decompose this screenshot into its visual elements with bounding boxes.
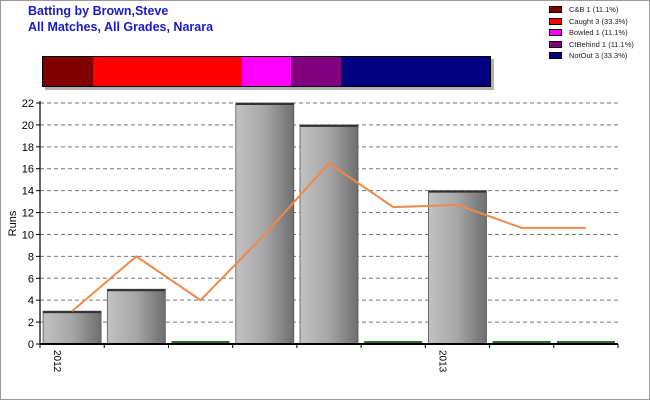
zero-run-marker [364, 341, 423, 344]
zero-run-marker [171, 341, 230, 344]
run-bar [428, 190, 487, 345]
y-tick-label: 8 [28, 251, 34, 263]
legend-label: Caught 3 (33.3%) [569, 16, 628, 26]
y-tick-label: 0 [28, 339, 34, 351]
run-bar-top [43, 311, 102, 314]
run-bar-top [235, 103, 294, 105]
chart-title: Batting by Brown,Steve [28, 4, 169, 18]
y-tick-label: 18 [22, 142, 34, 154]
run-bar-top [428, 190, 487, 193]
y-tick-label: 4 [28, 295, 34, 307]
legend-swatch [549, 29, 562, 36]
y-tick-label: 12 [22, 208, 34, 220]
stack-segment-ctbehind [291, 57, 341, 86]
zero-run-marker [556, 341, 615, 344]
y-tick-label: 16 [22, 164, 34, 176]
legend-label: CtBehind 1 (11.1%) [569, 39, 634, 49]
y-tick-label: 6 [28, 273, 34, 285]
legend-label: Bowled 1 (11.1%) [569, 28, 628, 37]
stack-segment-notout [340, 57, 490, 86]
stack-segment-bowled [241, 57, 292, 86]
run-bar-top [300, 124, 358, 127]
y-tick-label: 22 [22, 98, 34, 110]
y-tick-label: 10 [22, 229, 34, 241]
chart-subtitle: All Matches, All Grades, Narara [28, 20, 214, 34]
y-tick-label: 14 [22, 186, 34, 198]
legend-item-bowled: Bowled 1 (11.1%) [549, 27, 645, 38]
stack-segment-caught [92, 57, 242, 86]
legend-swatch [549, 52, 562, 59]
zero-run-marker [492, 341, 551, 344]
legend-label: C&B 1 (11.1%) [569, 5, 619, 14]
legend-swatch [549, 40, 562, 48]
x-tick-label: 2012 [51, 350, 62, 373]
average-line [71, 161, 586, 312]
legend-swatch [549, 17, 562, 25]
run-bar [299, 124, 359, 345]
run-bar [235, 102, 295, 345]
dismissal-stacked-bar [42, 56, 491, 87]
legend: C&B 1 (11.1%) Caught 3 (33.3%) Bowled 1 … [549, 4, 645, 62]
legend-item-notout: NotOut 3 (33.3%) [549, 50, 645, 61]
legend-item-caught: Caught 3 (33.3%) [549, 16, 645, 27]
run-bar [106, 288, 166, 345]
y-axis-label: Runs [7, 210, 19, 236]
legend-swatch [549, 6, 562, 13]
legend-item-cb: C&B 1 (11.1%) [549, 4, 645, 15]
legend-item-ctbehind: CtBehind 1 (11.1%) [549, 39, 645, 50]
y-tick-label: 2 [28, 317, 34, 329]
y-tick-label: 20 [22, 120, 34, 132]
run-bar [42, 310, 102, 345]
legend-label: NotOut 3 (33.3%) [569, 51, 628, 60]
run-bar-top [107, 289, 166, 292]
x-tick-label: 2013 [436, 350, 447, 373]
stack-segment-cb [43, 57, 93, 86]
